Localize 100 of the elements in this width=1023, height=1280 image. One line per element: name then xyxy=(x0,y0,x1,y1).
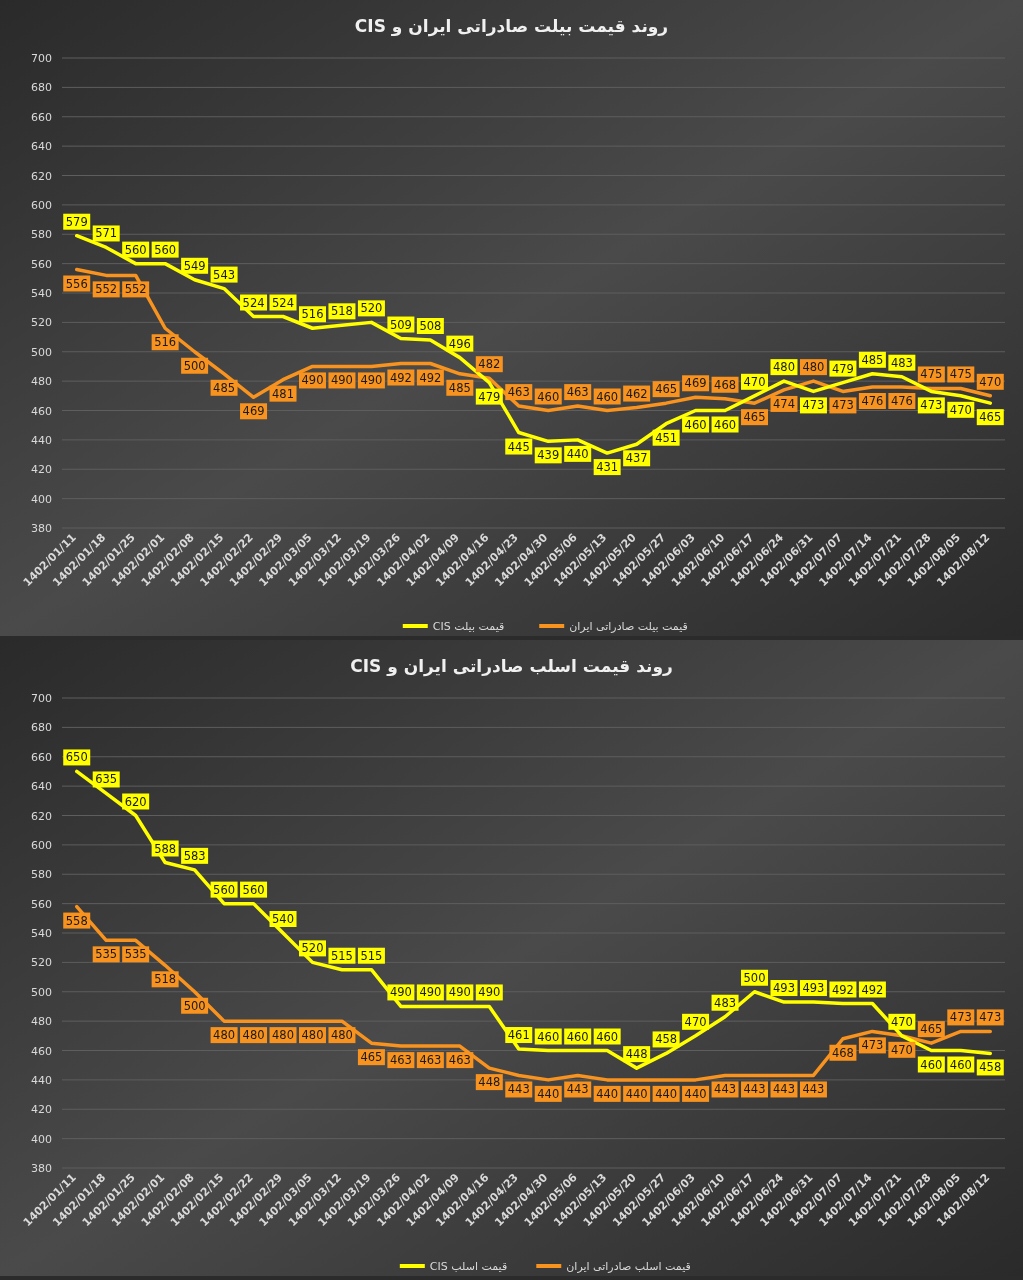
data-label: 508 xyxy=(419,319,442,333)
y-tick-label: 440 xyxy=(31,433,52,447)
data-label: 468 xyxy=(714,377,737,392)
data-label: 460 xyxy=(949,1057,972,1072)
data-label: 480 xyxy=(242,1028,265,1043)
data-label: 493 xyxy=(773,981,795,996)
data-label: 490 xyxy=(448,985,471,1000)
data-label: 556 xyxy=(65,276,88,291)
data-label: 458 xyxy=(655,1032,678,1047)
data-label: 439 xyxy=(537,448,560,463)
legend-label: قیمت اسلب صادراتی ایران xyxy=(566,1260,691,1273)
data-label: 485 xyxy=(448,380,471,395)
y-tick-label: 700 xyxy=(31,692,52,705)
data-label: 558 xyxy=(65,913,88,928)
data-label: 462 xyxy=(625,386,648,401)
data-label: 535 xyxy=(95,947,118,962)
data-label: 460 xyxy=(684,417,707,432)
data-label: 500 xyxy=(183,998,206,1013)
data-label: 473 xyxy=(802,398,825,413)
data-label: 465 xyxy=(743,410,766,425)
data-label: 483 xyxy=(714,995,737,1010)
data-label: 518 xyxy=(330,304,353,319)
data-label: 443 xyxy=(743,1082,766,1097)
y-tick-label: 380 xyxy=(31,1162,52,1175)
y-tick-label: 500 xyxy=(31,985,52,999)
data-label: 552 xyxy=(124,282,147,297)
data-label: 515 xyxy=(360,948,383,963)
data-label: 490 xyxy=(330,373,353,388)
y-tick-label: 560 xyxy=(31,257,52,271)
y-tick-label: 560 xyxy=(31,897,52,911)
legend-label: قیمت بیلت CIS xyxy=(432,620,505,633)
y-tick-label: 660 xyxy=(31,750,52,764)
data-label: 440 xyxy=(596,1086,619,1101)
data-label: 540 xyxy=(272,912,294,926)
data-label: 470 xyxy=(684,1014,707,1029)
legend-label: قیمت اسلب CIS xyxy=(429,1260,508,1273)
legend-label: قیمت بیلت صادراتی ایران xyxy=(569,620,688,633)
data-label: 480 xyxy=(773,360,795,375)
data-label: 583 xyxy=(183,848,206,863)
y-tick-label: 660 xyxy=(31,110,52,124)
data-label: 485 xyxy=(213,380,236,395)
data-label: 490 xyxy=(389,985,412,1000)
data-label: 509 xyxy=(389,317,412,332)
data-label: 460 xyxy=(537,389,560,404)
y-tick-label: 460 xyxy=(31,1044,52,1058)
data-label: 524 xyxy=(272,295,294,310)
y-tick-label: 380 xyxy=(31,522,52,535)
chart-title: روند قیمت بیلت صادراتی ایران و CIS xyxy=(354,16,669,37)
data-label: 448 xyxy=(625,1047,648,1062)
y-tick-label: 400 xyxy=(31,492,52,506)
data-label: 492 xyxy=(419,370,442,385)
data-label: 496 xyxy=(448,336,471,351)
y-tick-label: 520 xyxy=(31,956,52,970)
data-label: 473 xyxy=(949,1010,972,1025)
y-tick-label: 420 xyxy=(31,1103,52,1117)
data-label: 470 xyxy=(949,402,972,417)
data-label: 465 xyxy=(655,382,678,397)
data-label: 443 xyxy=(714,1082,737,1097)
y-tick-label: 500 xyxy=(31,345,52,359)
y-tick-label: 620 xyxy=(31,169,52,183)
data-label: 475 xyxy=(920,367,943,382)
data-label: 440 xyxy=(684,1086,707,1101)
y-tick-label: 480 xyxy=(31,375,52,389)
y-tick-label: 640 xyxy=(31,780,52,794)
data-label: 461 xyxy=(507,1028,530,1043)
data-label: 445 xyxy=(507,439,530,454)
data-label: 485 xyxy=(861,352,884,367)
data-label: 460 xyxy=(596,1029,619,1044)
data-label: 437 xyxy=(625,451,648,466)
y-tick-label: 580 xyxy=(31,228,52,242)
data-label: 579 xyxy=(65,214,88,229)
data-label: 476 xyxy=(890,394,913,408)
data-label: 479 xyxy=(478,389,501,404)
data-label: 516 xyxy=(301,307,324,322)
data-label: 468 xyxy=(831,1045,854,1060)
data-label: 465 xyxy=(979,410,1002,425)
y-tick-label: 640 xyxy=(31,140,52,154)
data-label: 463 xyxy=(389,1053,412,1068)
data-label: 620 xyxy=(124,794,147,809)
data-label: 588 xyxy=(154,841,177,856)
y-tick-label: 400 xyxy=(31,1132,52,1146)
data-label: 492 xyxy=(831,982,854,997)
data-label: 443 xyxy=(802,1082,825,1097)
data-label: 490 xyxy=(301,373,324,388)
data-label: 650 xyxy=(65,750,88,765)
data-label: 571 xyxy=(95,226,118,241)
data-label: 560 xyxy=(154,242,177,257)
y-tick-label: 620 xyxy=(31,809,52,823)
data-label: 480 xyxy=(272,1028,294,1043)
data-label: 469 xyxy=(684,376,707,391)
y-tick-label: 480 xyxy=(31,1015,52,1029)
y-tick-label: 420 xyxy=(31,463,52,477)
data-label: 470 xyxy=(890,1042,913,1057)
data-label: 635 xyxy=(95,772,118,787)
data-label: 479 xyxy=(831,361,854,376)
y-tick-label: 580 xyxy=(31,868,52,882)
data-label: 473 xyxy=(920,398,943,413)
data-label: 524 xyxy=(242,295,265,310)
data-label: 474 xyxy=(773,396,795,411)
data-label: 549 xyxy=(183,258,206,273)
